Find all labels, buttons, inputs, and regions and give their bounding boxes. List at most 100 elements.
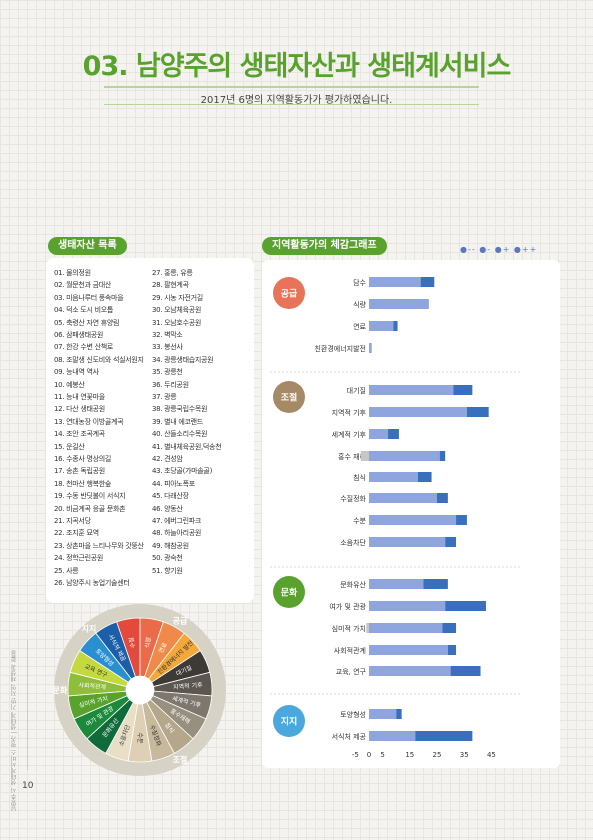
- bar-strong-positive: [456, 515, 467, 525]
- asset-list-item: 19. 수동 반딧불이 서식지: [54, 492, 126, 501]
- wheel-group-label: 공급: [173, 617, 188, 626]
- category-badge-label: 문화: [281, 587, 298, 599]
- chart-legend: ●-- ●- ●+ ●++: [460, 245, 538, 254]
- asset-list-item: 42. 견성암: [152, 455, 183, 463]
- asset-list-item: 41. 별내체육공원,덕송천: [152, 442, 222, 451]
- asset-list-item: 09. 능내역 역사: [54, 368, 99, 377]
- asset-list-item: 08. 조말생 신도비와 석실서원지: [54, 355, 144, 364]
- category-badge-label: 조절: [281, 392, 298, 404]
- asset-list-item: 12. 다산 생태공원: [54, 405, 105, 414]
- bar-strong-positive: [450, 666, 481, 676]
- asset-list-item: 25. 사릉: [54, 566, 79, 575]
- asset-list-item: 43. 초당골(가마솔골): [152, 467, 212, 476]
- row-label: 대기질: [347, 386, 366, 395]
- bar-strong-positive: [437, 493, 448, 503]
- bar-positive: [369, 493, 437, 503]
- asset-list-item: 38. 광릉국립수목원: [152, 405, 208, 414]
- graph-section-label: 지역활동가의 체감그래프: [262, 237, 387, 255]
- bar-positive: [369, 515, 457, 525]
- bar-strong-positive: [439, 451, 446, 461]
- asset-list-item: 13. 연대농장 이방골계곡: [54, 417, 124, 426]
- asset-list-item: 24. 정학근린공원: [54, 554, 103, 563]
- x-tick-label: -5: [352, 751, 359, 759]
- subtitle-divider: [104, 104, 479, 105]
- asset-list-item: 35. 광릉천: [152, 368, 183, 377]
- bar-strong-positive: [415, 731, 473, 741]
- bar-positive: [369, 407, 467, 417]
- asset-list-item: 28. 팔현계곡: [152, 281, 189, 290]
- asset-list-item: 05. 축령산 자연 휴양림: [54, 318, 120, 327]
- x-tick-label: 25: [433, 751, 442, 759]
- bar-strong-positive: [417, 472, 432, 482]
- asset-list-item: 49. 해참공원: [152, 541, 189, 550]
- row-label: 사회적관계: [334, 646, 366, 655]
- row-label: 교육, 연구: [336, 668, 367, 676]
- row-label: 침식: [353, 473, 366, 482]
- asset-list-item: 04. 덕소 도시 비오톱: [54, 306, 113, 315]
- x-tick-label: 35: [460, 751, 469, 759]
- wheel-segment-label: 지역적 기후: [173, 681, 204, 691]
- category-badge-label: 지지: [281, 716, 298, 728]
- row-label: 토양형성: [340, 710, 366, 719]
- wheel-group-label: 지지: [82, 623, 97, 633]
- asset-list-item: 51. 향기원: [152, 566, 183, 575]
- asset-list-item: 01. 물의정원: [54, 269, 91, 277]
- row-label: 문화유산: [340, 580, 366, 589]
- bar-negative: [360, 451, 369, 461]
- bar-positive: [369, 731, 416, 741]
- bar-strong-positive: [453, 385, 473, 395]
- asset-list-item: 47. 에버그린파크: [152, 517, 201, 525]
- side-running-text: 남양주시 생태계서비스 평가 | 생태계 기반 지역 재생과 활용: [11, 650, 18, 812]
- bar-positive: [369, 537, 446, 547]
- asset-list-item: 14. 조안 조곡계곡: [54, 430, 105, 439]
- bar-positive: [369, 709, 397, 719]
- row-label: 연료: [353, 323, 366, 331]
- row-label: 담수: [353, 278, 366, 287]
- asset-list-item: 10. 예봉산: [54, 380, 85, 389]
- bar-positive: [369, 645, 448, 655]
- x-tick-label: 45: [487, 751, 496, 759]
- asset-list-item: 30. 오남체육공원: [152, 306, 201, 315]
- category-badge-label: 공급: [281, 289, 298, 300]
- page-subtitle: 2017년 6명의 지역활동가가 평가하였습니다.: [200, 95, 393, 106]
- row-label: 친환경에너지발전: [314, 344, 366, 353]
- asset-list-item: 26. 남양주시 농업기술센터: [54, 579, 130, 587]
- asset-list-item: 44. 피아노폭포: [152, 479, 195, 488]
- x-tick-label: 15: [405, 751, 414, 759]
- category-badge-2: [273, 576, 305, 608]
- bar-strong-positive: [447, 645, 457, 655]
- bar-positive: [369, 666, 451, 676]
- asset-list-item: 31. 오남호수공원: [152, 318, 201, 327]
- row-label: 서식처 제공: [332, 732, 367, 741]
- wheel-group-label: 조절: [173, 754, 188, 764]
- wheel-segment-label: 수질: [127, 637, 137, 649]
- bar-positive: [369, 472, 418, 482]
- asset-list-item: 06. 삼패생태공원: [54, 331, 103, 339]
- asset-list-item: 32. 벽막소: [152, 331, 183, 339]
- row-label: 식량: [353, 300, 366, 309]
- assets-list-panel: 01. 물의정원 02. 월문천과 금대산 03. 미음나루터 풍속마을 04. 덕소…: [46, 258, 254, 603]
- wheel-segment-label: 수분: [136, 732, 143, 744]
- asset-list-item: 23. 상촌마을 느티나무와 갓뚱산: [54, 541, 144, 550]
- asset-list-item: 39. 별내 에코랜드: [152, 417, 203, 426]
- bar-positive: [369, 277, 421, 287]
- asset-list-item: 46. 양동산: [152, 504, 183, 513]
- asset-list-item: 40. 산들소리수목원: [152, 430, 208, 439]
- asset-list-item: 36. 두리공원: [152, 380, 189, 389]
- asset-list-item: 37. 광릉: [152, 393, 177, 401]
- bar-positive: [369, 343, 372, 353]
- category-badge-1: [273, 381, 305, 413]
- bar-negative: [366, 623, 369, 633]
- row-label: 심미적 가치: [332, 624, 366, 633]
- asset-list-item: 15. 운길산: [54, 442, 85, 451]
- bar-positive: [369, 321, 394, 331]
- page-title: 03. 남양주의 생태자산과 생태계서비스: [82, 51, 512, 82]
- asset-list-item: 27. 홍릉, 유릉: [152, 269, 193, 277]
- asset-list-item: 50. 광숙천: [152, 554, 183, 563]
- row-label: 세계적 기후: [332, 430, 367, 439]
- asset-list-item: 29. 시농 자전거길: [152, 293, 203, 302]
- assets-section-label: 생태자산 목록: [48, 237, 127, 255]
- asset-list-item: 21. 지곡서당: [54, 517, 91, 525]
